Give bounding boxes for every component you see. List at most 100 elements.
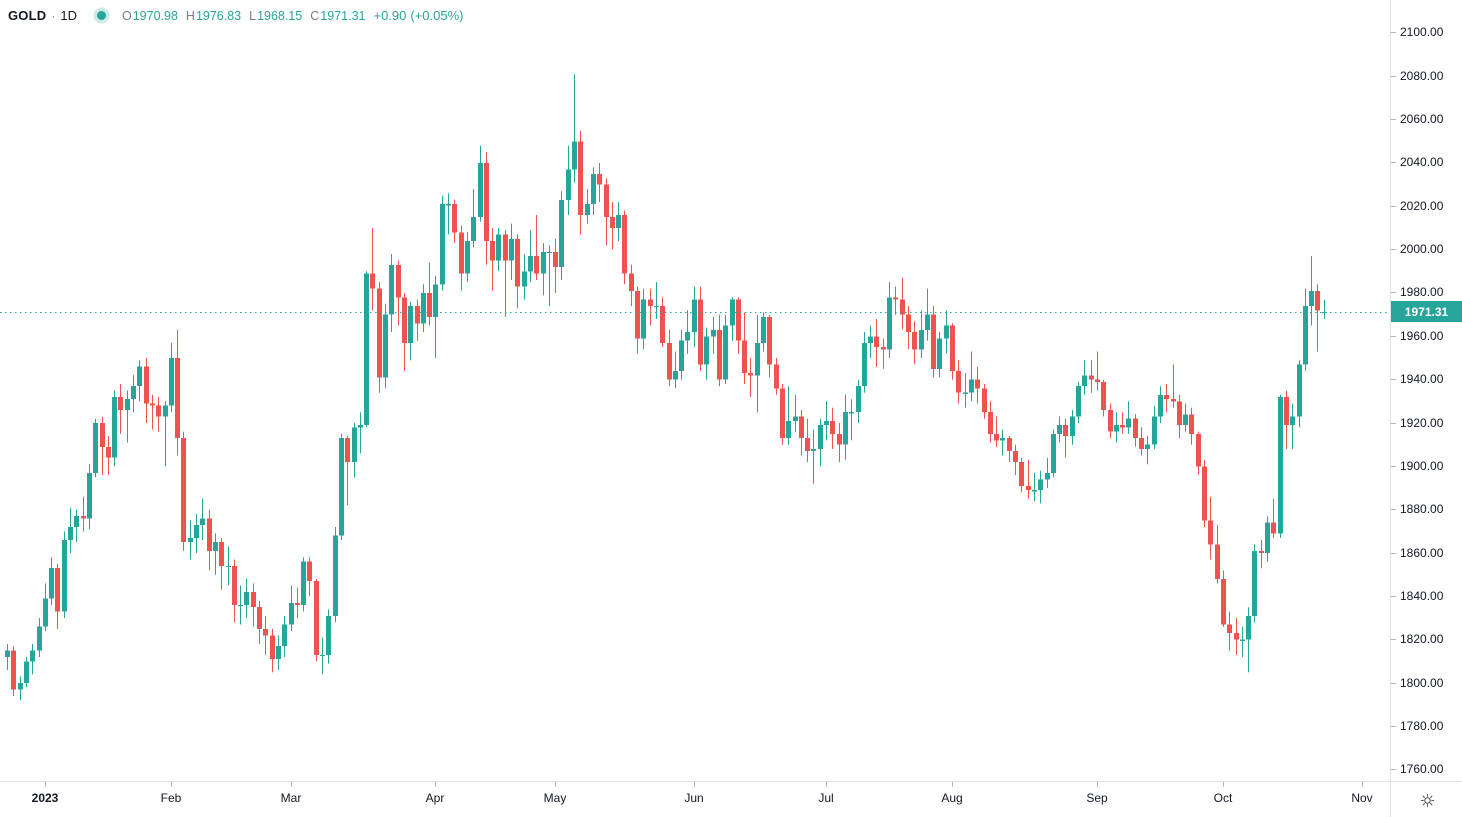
candle-body [528, 256, 533, 272]
candle-body [74, 516, 79, 527]
candle-body [811, 449, 816, 452]
candle-body [503, 234, 508, 261]
candle-body [238, 605, 243, 607]
time-axis-tick [171, 782, 172, 787]
candle-body [440, 204, 445, 285]
price-axis-label: 1800.00 [1400, 675, 1444, 690]
candle-body [566, 169, 571, 200]
candle-body [150, 403, 155, 406]
candle-body [1101, 381, 1106, 410]
axis-settings-corner[interactable] [1390, 781, 1462, 817]
price-axis[interactable]: 2100.00 2080.00 2060.00 2040.00 2020.00 2000.… [1390, 0, 1462, 781]
candle-body [1246, 615, 1251, 640]
candle-body [730, 299, 735, 326]
candle-body [956, 371, 961, 393]
candle-body [597, 173, 602, 185]
candle-body [244, 592, 249, 605]
candle-body [232, 566, 237, 605]
candle-body [673, 371, 678, 380]
timeframe-label[interactable]: 1D [60, 8, 77, 23]
candle-body [1189, 414, 1194, 434]
candle-body [736, 299, 741, 341]
candle-body [856, 386, 861, 413]
gear-icon[interactable] [1420, 793, 1435, 808]
candle-body [169, 358, 174, 406]
time-axis-label-2023: 2023 [31, 791, 59, 805]
price-axis-label: 1840.00 [1400, 588, 1444, 603]
candle-body [364, 273, 369, 426]
time-axis-label-jun: Jun [684, 791, 704, 805]
candle-body [1309, 290, 1314, 306]
candle-body [944, 325, 949, 339]
candle-body [1271, 522, 1276, 534]
candle-body [622, 215, 627, 274]
price-axis-tick [1391, 162, 1396, 164]
candle-body [1152, 416, 1157, 445]
candle-body [433, 284, 438, 317]
candle-body [263, 628, 268, 636]
time-axis-label-apr: Apr [425, 791, 445, 805]
time-axis[interactable]: 2023 Feb Mar Apr May Jun Jul Aug Sep Oct Nov [0, 781, 1390, 817]
candle-body [1057, 425, 1062, 434]
candle-body [629, 273, 634, 291]
candle-body [1070, 416, 1075, 436]
time-axis-label-aug: Aug [941, 791, 963, 805]
candlestick-plot[interactable]: GOLD · 1D O1970.98 H1976.83 L1968.15 C19… [0, 0, 1390, 781]
candle-body [106, 446, 111, 458]
candle-body [604, 184, 609, 218]
time-axis-tick [291, 782, 292, 787]
open-value: 1970.98 [132, 8, 178, 23]
candle-body [87, 472, 92, 519]
candle-body [377, 288, 382, 378]
candle-body [559, 199, 564, 267]
candle-body [830, 420, 835, 434]
candle-body [314, 581, 319, 655]
candle-body [667, 342, 672, 380]
candle-body [352, 427, 357, 462]
candle-body [704, 336, 709, 365]
candle-body [1177, 401, 1182, 426]
ohlc-high: H1976.83 [186, 9, 241, 23]
candle-body [805, 438, 810, 452]
price-axis-label: 2080.00 [1400, 68, 1444, 83]
candle-body [226, 566, 231, 568]
candle-body [774, 364, 779, 389]
candle-body [490, 241, 495, 261]
candle-body [18, 683, 23, 690]
candle-body [175, 358, 180, 439]
candle-body [484, 163, 489, 241]
candle-body [194, 524, 199, 538]
candle-body [1145, 444, 1150, 449]
candle-body [389, 264, 394, 315]
candle-body [251, 592, 256, 608]
candle-body [1045, 472, 1050, 480]
candle-body [767, 316, 772, 365]
time-axis-tick [952, 782, 953, 787]
candle-body [1089, 375, 1094, 380]
time-axis-label-jul: Jul [818, 791, 834, 805]
candle-body [635, 290, 640, 339]
candle-body [1240, 639, 1245, 641]
candle-body [1013, 451, 1018, 462]
candle-body [786, 420, 791, 439]
candle-body [1164, 394, 1169, 400]
candle-body [881, 347, 886, 350]
price-axis-label: 1860.00 [1400, 545, 1444, 560]
price-axis-label: 1960.00 [1400, 328, 1444, 343]
current-price-value: 1971.31 [1404, 304, 1449, 319]
time-axis-tick [1223, 782, 1224, 787]
candle-body [402, 297, 407, 343]
candle-body [572, 141, 577, 170]
symbol-name[interactable]: GOLD [8, 8, 47, 23]
ohlc-low: L1968.15 [249, 9, 302, 23]
candle-body [301, 561, 306, 605]
ohlc-close: C1971.31 [310, 9, 365, 23]
series-marker-icon[interactable] [96, 11, 106, 20]
candle-body [1278, 397, 1283, 534]
candle-body [1208, 520, 1213, 545]
price-axis-tick [1391, 379, 1396, 381]
candle-body [415, 306, 420, 324]
price-axis-tick [1391, 292, 1396, 294]
candle-body [931, 314, 936, 369]
candle-body [711, 329, 716, 337]
